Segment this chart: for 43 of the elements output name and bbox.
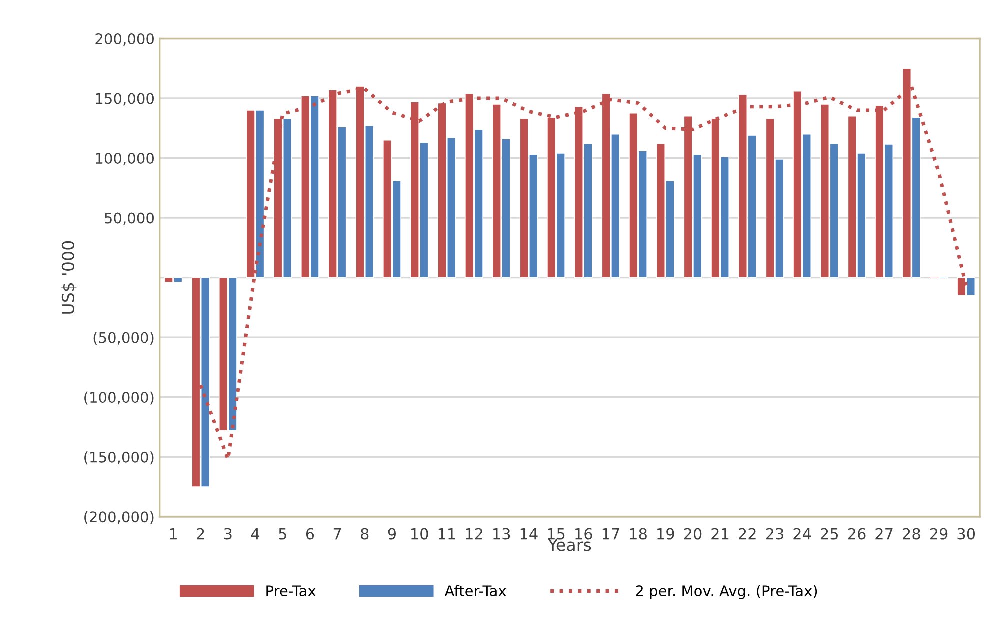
x-tick-label: 27 — [876, 528, 893, 540]
x-tick-label: 12 — [466, 528, 482, 540]
x-tick-label: 5 — [279, 528, 286, 540]
x-tick-label: 22 — [739, 528, 756, 540]
x-tick-label: 6 — [306, 528, 314, 540]
x-tick-label: 21 — [712, 528, 729, 540]
x-tick-label: 19 — [658, 528, 674, 540]
x-tick-label: 11 — [438, 528, 456, 540]
x-tick-label: 8 — [361, 528, 369, 540]
x-tick-label: 18 — [630, 528, 647, 540]
x-tick-label: 14 — [520, 528, 538, 540]
x-tick-label: 28 — [903, 528, 920, 540]
x-tick-label: 30 — [958, 528, 976, 540]
x-tick-label: 29 — [930, 528, 948, 540]
x-tick-label: 1 — [170, 528, 177, 540]
x-tick-label: 24 — [794, 528, 812, 540]
x-tick-label: 17 — [602, 528, 620, 540]
y-tick-label: 200,000 — [96, 33, 154, 46]
x-tick-label: 7 — [334, 528, 342, 540]
x-tick-label: 10 — [412, 528, 428, 540]
y-tick-label: (200,000) — [84, 511, 154, 524]
y-tick-label: 100,000 — [96, 153, 154, 166]
x-tick-label: 25 — [821, 528, 838, 540]
x-tick-label: 2 — [197, 528, 204, 540]
y-tick-label: 150,000 — [96, 93, 154, 106]
x-axis-title: Years — [548, 538, 592, 552]
x-tick-label: 23 — [766, 528, 784, 540]
y-tick-label: (100,000) — [84, 392, 154, 405]
x-tick-label: 4 — [251, 528, 260, 540]
x-tick-label: 15 — [548, 528, 565, 540]
legend-label: After-Tax — [444, 585, 506, 597]
legend-label: 2 per. Mov. Avg. (Pre-Tax) — [636, 585, 818, 600]
x-tick-label: 20 — [684, 528, 702, 540]
x-tick-label: 9 — [388, 528, 396, 540]
y-tick-label: (150,000) — [84, 452, 154, 465]
y-tick-label: 50,000 — [105, 212, 154, 226]
y-tick-label: (50,000) — [94, 332, 154, 346]
x-tick-label: 13 — [494, 528, 510, 540]
x-tick-label: 3 — [224, 528, 232, 540]
x-tick-label: 26 — [848, 528, 866, 540]
y-axis-title: US$ '000 — [62, 241, 77, 314]
x-tick-label: 16 — [576, 528, 592, 540]
legend-label: Pre-Tax — [266, 586, 316, 597]
